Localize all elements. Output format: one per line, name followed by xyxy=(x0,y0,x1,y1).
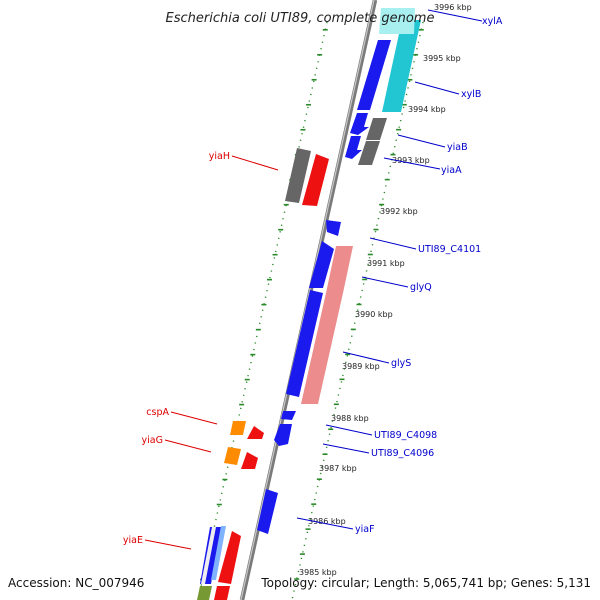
kbp-label-3994: 3994 kbp xyxy=(408,105,446,114)
feature-glyS[interactable] xyxy=(286,290,323,397)
genome-summary-text: Topology: circular; Length: 5,065,741 bp… xyxy=(260,576,591,590)
kbp-label-3993: 3993 kbp xyxy=(392,156,430,165)
gene-label-xylA[interactable]: xylA xyxy=(482,16,503,27)
feature-glyQ[interactable] xyxy=(309,241,334,288)
gene-label-glyQ[interactable]: glyQ xyxy=(410,282,432,293)
feature-yiaB[interactable] xyxy=(350,113,369,135)
kbp-label-3992: 3992 kbp xyxy=(380,207,418,216)
kbp-label-3991: 3991 kbp xyxy=(367,259,405,268)
gene-label-yiaE[interactable]: yiaE xyxy=(123,535,143,546)
feature-yiaF[interactable] xyxy=(257,489,278,534)
feature-olive[interactable] xyxy=(197,586,212,600)
kbp-label-3996: 3996 kbp xyxy=(434,3,472,12)
feature-UTI89_C4101[interactable] xyxy=(326,220,341,236)
gene-label-yiaH[interactable]: yiaH xyxy=(209,151,230,162)
kbp-label-3987: 3987 kbp xyxy=(319,464,357,473)
accession-text: Accession: NC_007946 xyxy=(8,576,144,590)
feature-glyQ-pink[interactable] xyxy=(326,246,353,293)
kbp-label-3990: 3990 kbp xyxy=(355,310,393,319)
forward-gene-labels: xylA xylB yiaB yiaA UTI89_C4101 glyQ gly… xyxy=(355,16,503,535)
feature-cspA-orange[interactable] xyxy=(230,421,246,435)
feature-xylA[interactable] xyxy=(357,40,391,110)
kbp-label-3988: 3988 kbp xyxy=(331,414,369,423)
forward-strand-features xyxy=(257,8,421,534)
kbp-label-3986: 3986 kbp xyxy=(308,517,346,526)
feature-gray-block-1[interactable] xyxy=(366,118,387,140)
feature-yiaH[interactable] xyxy=(302,154,329,206)
kbp-label-3995: 3995 kbp xyxy=(423,54,461,63)
kbp-label-3989: 3989 kbp xyxy=(342,362,380,371)
feature-red-bottom[interactable] xyxy=(214,586,230,600)
feature-yiaE-lightblue[interactable] xyxy=(211,526,226,580)
gene-label-UTI89_C4096[interactable]: UTI89_C4096 xyxy=(371,448,434,459)
feature-glyS-pink[interactable] xyxy=(301,293,343,404)
map-title: Escherichia coli UTI89, complete genome xyxy=(166,11,435,26)
feature-xylB-highlight xyxy=(379,8,415,34)
feature-yiaA[interactable] xyxy=(345,136,362,159)
kbp-tick-labels: 3996 kbp 3995 kbp 3994 kbp 3993 kbp 3992… xyxy=(299,3,472,577)
feature-UTI89_C4096[interactable] xyxy=(274,424,292,446)
feature-yiaE[interactable] xyxy=(218,531,241,584)
reverse-gene-labels: yiaH cspA yiaG yiaE xyxy=(123,151,230,546)
feature-gray-block-2[interactable] xyxy=(358,141,380,165)
reverse-strand-features xyxy=(197,148,329,600)
gene-label-yiaB[interactable]: yiaB xyxy=(447,142,468,153)
gene-label-glyS[interactable]: glyS xyxy=(391,358,411,369)
feature-yiaE-stripe xyxy=(201,527,216,584)
feature-cspA[interactable] xyxy=(247,426,264,439)
feature-UTI89_C4098[interactable] xyxy=(281,411,296,420)
label-leaders xyxy=(144,9,483,550)
feature-xylB[interactable] xyxy=(382,20,421,112)
gene-label-yiaF[interactable]: yiaF xyxy=(355,524,375,535)
feature-yiaG[interactable] xyxy=(241,452,258,469)
gene-label-cspA[interactable]: cspA xyxy=(146,407,169,418)
gene-label-UTI89_C4098[interactable]: UTI89_C4098 xyxy=(374,430,437,441)
gene-label-yiaA[interactable]: yiaA xyxy=(441,165,462,176)
gene-label-UTI89_C4101[interactable]: UTI89_C4101 xyxy=(418,244,481,255)
feature-yiaG-orange[interactable] xyxy=(224,447,241,465)
gene-label-xylB[interactable]: xylB xyxy=(461,89,481,100)
gene-label-yiaG[interactable]: yiaG xyxy=(142,435,163,446)
kbp-label-3985: 3985 kbp xyxy=(299,568,337,577)
feature-yiaH-gray[interactable] xyxy=(285,148,311,203)
